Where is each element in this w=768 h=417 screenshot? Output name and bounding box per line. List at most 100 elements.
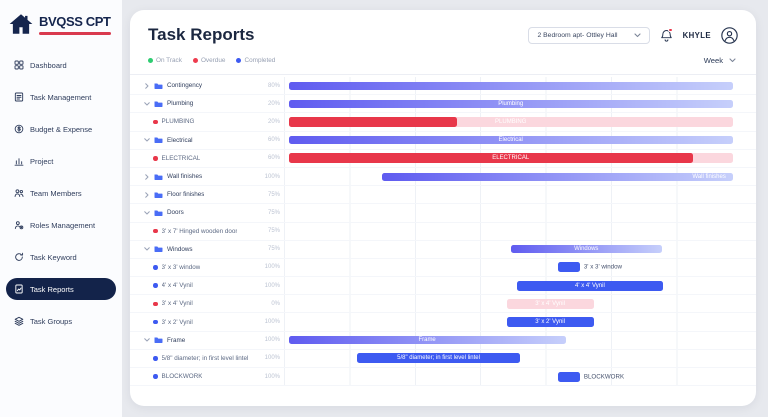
gantt-bar[interactable]: Frame <box>288 336 566 345</box>
bar-label: BLOCKWORK <box>583 373 625 381</box>
bar-label: Windows <box>574 246 599 253</box>
gantt-chart-cell <box>284 186 742 204</box>
gantt-row[interactable]: Electrical 60% Electrical <box>130 131 756 150</box>
task-name: 4' x 4' Vynil <box>161 282 193 290</box>
task-name: Doors <box>167 209 184 217</box>
chevron-right-icon[interactable] <box>144 173 150 180</box>
main-panel: Task Reports 2 Bedroom apt- Ottley Hall … <box>130 10 756 406</box>
gantt-bar[interactable]: Plumbing <box>288 99 733 108</box>
task-name: Contingency <box>167 82 203 90</box>
folder-icon <box>154 191 163 199</box>
refresh-icon <box>14 252 24 262</box>
sidebar-item-roles-management[interactable]: Roles Management <box>6 214 116 236</box>
task-name: Electrical <box>167 136 193 144</box>
chevron-down-icon[interactable] <box>144 101 150 107</box>
bell-icon <box>660 29 673 42</box>
house-logo-icon <box>8 12 34 36</box>
gantt-bar[interactable]: 5/8" diameter; in first level lintel <box>357 353 520 364</box>
range-select[interactable]: Week <box>704 56 738 65</box>
gantt-row[interactable]: 4' x 4' Vynil 100% 4' x 4' Vynil <box>130 277 756 296</box>
page-title: Task Reports <box>148 25 255 44</box>
chevron-down-icon[interactable] <box>144 137 150 143</box>
gantt-bar[interactable] <box>557 262 580 273</box>
task-cell: Contingency 80% <box>130 77 284 94</box>
dollar-icon <box>14 124 24 134</box>
sidebar-item-dashboard[interactable]: Dashboard <box>6 54 116 76</box>
task-percent: 75% <box>267 228 280 235</box>
gantt-bar[interactable]: 3' x 2' Vynil <box>506 317 594 328</box>
task-name: ELECTRICAL <box>161 154 201 162</box>
project-select[interactable]: 2 Bedroom apt- Ottley Hall <box>528 26 650 44</box>
gantt-row[interactable]: 3' x 7' Hinged wooden door 75% <box>130 222 756 241</box>
sidebar-item-label: Task Management <box>30 92 92 102</box>
task-percent: 75% <box>267 246 280 253</box>
gantt-row[interactable]: Plumbing 20% Plumbing <box>130 95 756 114</box>
gantt-row[interactable]: 5/8" diameter; in first level lintel 100%… <box>130 349 756 368</box>
task-name: Frame <box>167 336 186 344</box>
task-cell: 3' x 7' Hinged wooden door 75% <box>130 223 284 240</box>
chevron-down-icon[interactable] <box>144 246 150 252</box>
task-name: 3' x 7' Hinged wooden door <box>161 227 238 235</box>
sidebar-item-team-members[interactable]: Team Members <box>6 182 116 204</box>
task-cell: ELECTRICAL 60% <box>130 150 284 167</box>
gantt-row[interactable]: Frame 100% Frame <box>130 331 756 350</box>
legend-dot <box>148 58 153 63</box>
task-name: Windows <box>167 245 193 253</box>
bar-label: 3' x 3' window <box>583 263 622 271</box>
legend-dot <box>192 58 198 63</box>
sidebar-item-label: Task Reports <box>30 284 74 294</box>
chevron-down-icon[interactable] <box>144 337 150 343</box>
bar-label: PLUMBING <box>495 118 527 125</box>
gantt-bar[interactable] <box>288 81 733 90</box>
bar-chart-icon <box>14 156 24 166</box>
gantt-bar[interactable] <box>557 371 580 382</box>
dashboard-icon <box>14 60 24 70</box>
status-dot-completed <box>153 283 158 288</box>
gantt-row[interactable]: Contingency 80% <box>130 77 756 96</box>
bar-label: Plumbing <box>498 100 524 107</box>
sidebar-item-project[interactable]: Project <box>6 150 116 172</box>
gantt-row[interactable]: 3' x 3' window 100% 3' x 3' window <box>130 258 756 278</box>
brand-tagline <box>39 31 111 35</box>
notifications-button[interactable] <box>660 27 673 42</box>
sidebar-item-task-management[interactable]: Task Management <box>6 86 116 108</box>
chevron-right-icon[interactable] <box>144 82 150 89</box>
gantt-bar[interactable]: 3' x 4' Vynil <box>506 298 594 309</box>
gantt-row[interactable]: ELECTRICAL 60% ELECTRICAL <box>130 149 756 168</box>
task-name: BLOCKWORK <box>161 373 203 381</box>
gantt-row[interactable]: Floor finishes 75% <box>130 186 756 205</box>
sidebar-item-budget-expense[interactable]: Budget & Expense <box>6 118 116 140</box>
task-percent: 60% <box>267 155 280 162</box>
chevron-down-icon[interactable] <box>144 210 150 216</box>
sidebar-item-task-groups[interactable]: Task Groups <box>6 310 116 332</box>
gantt-chart-cell: 3' x 4' Vynil <box>284 295 742 313</box>
gantt-bar[interactable]: Wall finishes <box>382 172 733 181</box>
task-cell: PLUMBING 20% <box>130 113 284 130</box>
task-cell: Frame 100% <box>130 332 284 349</box>
gantt-bar[interactable]: ELECTRICAL <box>288 153 733 164</box>
gantt-bar[interactable]: Electrical <box>288 136 733 145</box>
gantt-row[interactable]: BLOCKWORK 100% BLOCKWORK <box>130 368 756 387</box>
gantt-row[interactable]: Windows 75% Windows <box>130 240 756 259</box>
task-percent: 20% <box>267 118 280 125</box>
gantt-bar[interactable]: PLUMBING <box>288 116 733 127</box>
sidebar-item-task-keyword[interactable]: Task Keyword <box>6 246 116 268</box>
gantt-bar-fill <box>288 153 693 164</box>
gantt-bar[interactable]: Windows <box>510 245 662 254</box>
legend-item-completed: Completed <box>236 57 275 64</box>
legend: On Track Overdue Completed <box>148 57 275 64</box>
chevron-right-icon[interactable] <box>144 191 150 198</box>
avatar[interactable] <box>721 26 738 44</box>
gantt-row[interactable]: Wall finishes 100% Wall finishes <box>130 167 756 187</box>
task-percent: 100% <box>264 355 280 362</box>
status-dot-completed <box>153 319 158 325</box>
task-cell: 5/8" diameter; in first level lintel 100% <box>130 350 284 367</box>
gantt-bar[interactable]: 4' x 4' Vynil <box>516 280 664 291</box>
sidebar-item-task-reports[interactable]: Task Reports <box>6 278 116 300</box>
gantt-row[interactable]: Doors 75% <box>130 204 756 223</box>
status-dot-overdue <box>153 228 158 234</box>
gantt-row[interactable]: 3' x 4' Vynil 0% 3' x 4' Vynil <box>130 295 756 314</box>
bar-label: Electrical <box>498 137 523 144</box>
gantt-row[interactable]: PLUMBING 20% PLUMBING <box>130 113 756 132</box>
gantt-row[interactable]: 3' x 2' Vynil 100% 3' x 2' Vynil <box>130 313 756 332</box>
